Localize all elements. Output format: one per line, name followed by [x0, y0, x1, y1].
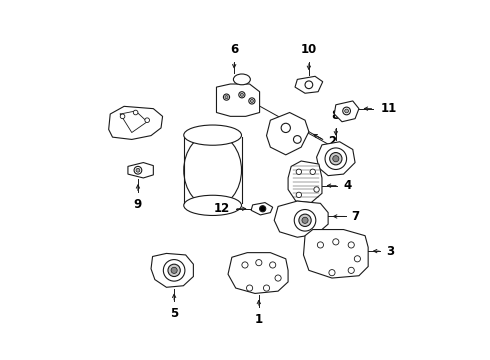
Circle shape	[145, 118, 149, 122]
Circle shape	[250, 99, 253, 103]
Circle shape	[296, 169, 301, 175]
Circle shape	[256, 260, 262, 266]
Circle shape	[270, 262, 276, 268]
Polygon shape	[109, 106, 163, 139]
Circle shape	[241, 93, 244, 96]
Polygon shape	[217, 84, 260, 116]
Polygon shape	[334, 101, 359, 122]
Circle shape	[225, 95, 228, 99]
Text: 10: 10	[301, 43, 317, 56]
Circle shape	[305, 81, 313, 89]
Circle shape	[348, 267, 354, 274]
Circle shape	[354, 256, 361, 262]
Text: 6: 6	[230, 43, 238, 56]
Circle shape	[239, 92, 245, 98]
Circle shape	[242, 262, 248, 268]
Circle shape	[120, 114, 125, 119]
Circle shape	[302, 217, 308, 223]
Ellipse shape	[184, 125, 242, 145]
Circle shape	[171, 267, 177, 274]
Circle shape	[325, 148, 346, 170]
Polygon shape	[128, 163, 153, 178]
Circle shape	[249, 98, 255, 104]
Text: 5: 5	[170, 307, 178, 320]
Text: 1: 1	[255, 313, 263, 326]
Circle shape	[260, 206, 266, 212]
Text: 3: 3	[386, 244, 394, 258]
Text: 9: 9	[134, 198, 142, 211]
Polygon shape	[151, 253, 194, 287]
Polygon shape	[228, 253, 288, 293]
Circle shape	[314, 187, 319, 192]
Polygon shape	[274, 201, 328, 237]
Circle shape	[333, 239, 339, 245]
Ellipse shape	[184, 195, 242, 216]
Circle shape	[163, 260, 185, 281]
Circle shape	[343, 107, 350, 115]
Circle shape	[329, 270, 335, 276]
Circle shape	[223, 94, 230, 100]
Circle shape	[318, 242, 323, 248]
Polygon shape	[288, 161, 322, 203]
Text: 2: 2	[328, 135, 336, 148]
Circle shape	[348, 242, 354, 248]
Text: 11: 11	[381, 102, 397, 115]
Circle shape	[299, 214, 311, 226]
Polygon shape	[267, 112, 309, 155]
Polygon shape	[317, 142, 355, 176]
Polygon shape	[295, 76, 323, 93]
Circle shape	[275, 275, 281, 281]
Circle shape	[133, 110, 138, 115]
Ellipse shape	[233, 74, 250, 85]
Circle shape	[310, 169, 316, 175]
Circle shape	[168, 264, 180, 276]
Circle shape	[344, 109, 348, 113]
Circle shape	[333, 156, 339, 162]
Text: 7: 7	[351, 210, 359, 223]
Ellipse shape	[184, 134, 242, 207]
Circle shape	[134, 166, 142, 174]
Circle shape	[281, 123, 291, 132]
Polygon shape	[303, 230, 368, 278]
Text: 8: 8	[332, 109, 340, 122]
Circle shape	[294, 136, 301, 143]
Circle shape	[330, 153, 342, 165]
Circle shape	[136, 168, 140, 172]
Circle shape	[246, 285, 253, 291]
Circle shape	[296, 192, 301, 198]
Text: 12: 12	[213, 202, 229, 215]
Circle shape	[264, 285, 270, 291]
Circle shape	[294, 210, 316, 231]
Text: 4: 4	[343, 179, 352, 192]
Polygon shape	[251, 203, 273, 215]
